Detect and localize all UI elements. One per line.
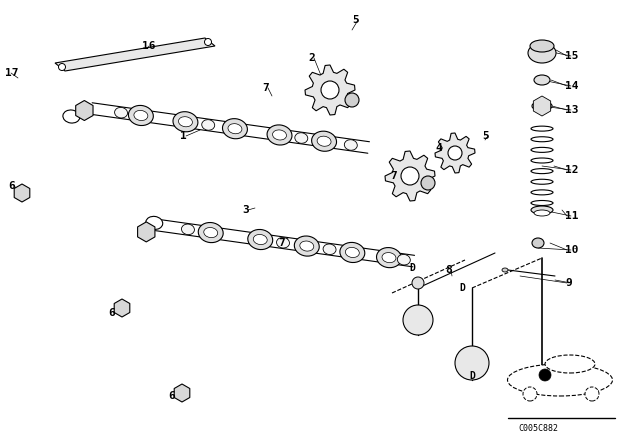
Circle shape: [345, 93, 359, 107]
Text: 14: 14: [565, 81, 579, 91]
Text: 11: 11: [565, 211, 579, 221]
Circle shape: [321, 81, 339, 99]
Ellipse shape: [146, 216, 163, 229]
Text: 13: 13: [565, 105, 579, 115]
Ellipse shape: [294, 236, 319, 256]
Ellipse shape: [63, 110, 80, 123]
Ellipse shape: [223, 119, 248, 139]
Circle shape: [403, 305, 433, 335]
Ellipse shape: [323, 244, 336, 254]
Ellipse shape: [198, 223, 223, 243]
Text: 7: 7: [262, 83, 269, 93]
Ellipse shape: [295, 133, 308, 143]
Text: 5: 5: [352, 15, 359, 25]
Text: D: D: [459, 283, 465, 293]
Ellipse shape: [202, 120, 214, 130]
Text: 8: 8: [445, 265, 452, 275]
Text: 2: 2: [308, 53, 315, 63]
Ellipse shape: [532, 101, 552, 111]
Circle shape: [539, 369, 551, 381]
Ellipse shape: [179, 116, 193, 127]
Circle shape: [401, 167, 419, 185]
Ellipse shape: [273, 130, 287, 140]
Ellipse shape: [312, 131, 337, 151]
Ellipse shape: [300, 241, 314, 251]
Ellipse shape: [317, 136, 331, 146]
Polygon shape: [138, 222, 155, 242]
Polygon shape: [14, 184, 30, 202]
Polygon shape: [385, 151, 435, 201]
Ellipse shape: [534, 75, 550, 85]
Text: 12: 12: [565, 165, 579, 175]
Text: 4: 4: [435, 143, 442, 153]
Ellipse shape: [531, 206, 553, 214]
Text: 7: 7: [278, 238, 285, 248]
Ellipse shape: [528, 43, 556, 63]
Ellipse shape: [534, 210, 550, 216]
Ellipse shape: [344, 140, 357, 150]
Text: D: D: [469, 371, 475, 381]
Ellipse shape: [346, 247, 359, 258]
Text: 6: 6: [8, 181, 15, 191]
Polygon shape: [174, 384, 190, 402]
Text: 3: 3: [242, 205, 249, 215]
Ellipse shape: [248, 229, 273, 250]
Ellipse shape: [228, 124, 242, 134]
Polygon shape: [305, 65, 355, 115]
Ellipse shape: [376, 248, 401, 267]
Polygon shape: [435, 133, 475, 173]
Polygon shape: [533, 96, 550, 116]
Ellipse shape: [532, 238, 544, 248]
Circle shape: [58, 64, 65, 70]
Ellipse shape: [545, 355, 595, 373]
Ellipse shape: [173, 112, 198, 132]
Text: 5: 5: [482, 131, 489, 141]
Ellipse shape: [204, 228, 218, 237]
Text: 17: 17: [5, 68, 19, 78]
Ellipse shape: [502, 268, 508, 272]
Ellipse shape: [115, 108, 127, 118]
Circle shape: [421, 176, 435, 190]
Polygon shape: [114, 299, 130, 317]
Ellipse shape: [253, 234, 268, 245]
Circle shape: [448, 146, 462, 160]
Ellipse shape: [530, 40, 554, 52]
Text: 10: 10: [565, 245, 579, 255]
Text: 6: 6: [108, 308, 115, 318]
Ellipse shape: [508, 364, 612, 396]
Circle shape: [412, 277, 424, 289]
Text: D: D: [409, 263, 415, 273]
Circle shape: [585, 387, 599, 401]
Text: 6: 6: [168, 391, 175, 401]
Text: 15: 15: [565, 51, 579, 61]
Ellipse shape: [134, 110, 148, 121]
Ellipse shape: [276, 237, 289, 248]
Ellipse shape: [182, 224, 195, 235]
Ellipse shape: [267, 125, 292, 145]
Ellipse shape: [397, 254, 410, 265]
Text: 1: 1: [180, 131, 187, 141]
Circle shape: [455, 346, 489, 380]
Polygon shape: [76, 100, 93, 121]
Ellipse shape: [340, 242, 365, 263]
Circle shape: [205, 39, 211, 46]
Polygon shape: [55, 38, 215, 71]
Text: 9: 9: [565, 278, 572, 288]
Ellipse shape: [129, 105, 154, 125]
Text: C005C882: C005C882: [518, 423, 558, 432]
Text: 16: 16: [142, 41, 156, 51]
Text: 7: 7: [390, 171, 397, 181]
Circle shape: [523, 387, 537, 401]
Ellipse shape: [382, 253, 396, 263]
